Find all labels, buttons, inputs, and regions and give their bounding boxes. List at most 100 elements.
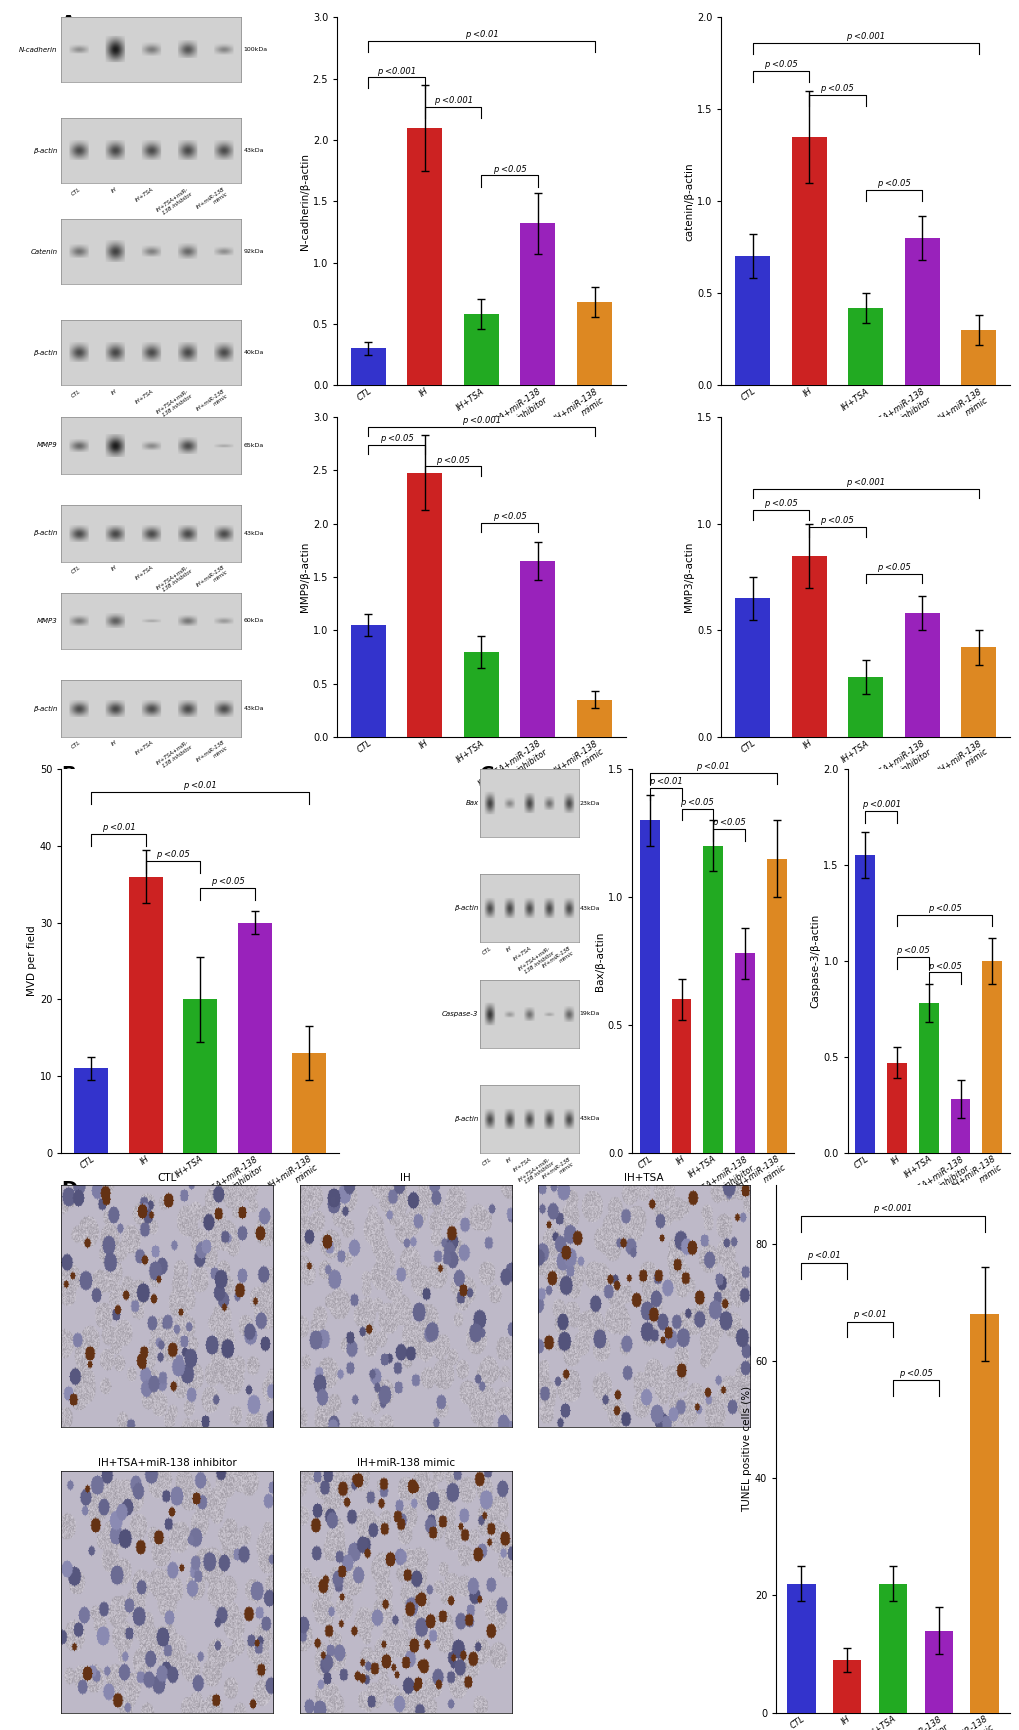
Y-axis label: MVD per field: MVD per field: [26, 926, 37, 996]
Text: 43kDa: 43kDa: [243, 531, 264, 536]
Text: p <0.001: p <0.001: [861, 801, 900, 810]
Text: IH+TSA+miR-
138 inhibitor: IH+TSA+miR- 138 inhibitor: [156, 187, 194, 218]
Text: p <0.05: p <0.05: [898, 1368, 932, 1377]
Text: D: D: [61, 1180, 77, 1199]
Text: N-cadherin: N-cadherin: [19, 47, 57, 54]
Text: IH+miR-138
mimic: IH+miR-138 mimic: [196, 740, 229, 768]
Bar: [351, 625, 385, 737]
Text: p <0.01: p <0.01: [102, 823, 136, 832]
Text: IH+TSA: IH+TSA: [133, 389, 154, 405]
Text: IH: IH: [504, 1156, 513, 1164]
Bar: [407, 472, 442, 737]
Text: IH: IH: [110, 740, 118, 747]
Text: p <0.01: p <0.01: [183, 782, 217, 791]
Text: IH: IH: [110, 187, 118, 194]
Bar: [887, 1062, 906, 1152]
Bar: [703, 846, 722, 1152]
Text: IH+TSA+miR-
138 inhibitor: IH+TSA+miR- 138 inhibitor: [156, 564, 194, 595]
Bar: [237, 922, 271, 1152]
Text: 60kDa: 60kDa: [243, 619, 263, 623]
Text: 43kDa: 43kDa: [579, 1116, 599, 1121]
Bar: [833, 1659, 861, 1713]
Text: IH+TSA+miR-
138 inhibitor: IH+TSA+miR- 138 inhibitor: [156, 389, 194, 419]
Y-axis label: TUNEL positive cells (%): TUNEL positive cells (%): [742, 1386, 751, 1512]
Bar: [520, 223, 555, 386]
Text: p <0.05: p <0.05: [711, 818, 745, 827]
Bar: [878, 1583, 906, 1713]
Text: β-actin: β-actin: [453, 1116, 478, 1123]
Text: 100kDa: 100kDa: [243, 47, 267, 52]
Text: IH+miR-138
mimic: IH+miR-138 mimic: [196, 564, 229, 592]
Bar: [639, 820, 659, 1152]
Bar: [464, 652, 498, 737]
Text: IH: IH: [110, 389, 118, 396]
Text: IH+TSA: IH+TSA: [512, 946, 532, 962]
Bar: [791, 137, 825, 386]
Text: p <0.01: p <0.01: [696, 761, 730, 772]
Title: IH+TSA: IH+TSA: [624, 1173, 663, 1183]
Text: CTL: CTL: [70, 389, 82, 398]
Bar: [464, 315, 498, 386]
Text: B: B: [61, 765, 75, 784]
Bar: [918, 1003, 937, 1152]
Text: IH+miR-138
mimic: IH+miR-138 mimic: [196, 187, 229, 215]
Text: 43kDa: 43kDa: [579, 907, 599, 910]
Text: IH+TSA: IH+TSA: [133, 740, 154, 756]
Y-axis label: MMP9/β-actin: MMP9/β-actin: [300, 541, 310, 612]
Bar: [969, 1313, 998, 1713]
Text: β-actin: β-actin: [34, 349, 57, 356]
Text: p <0.001: p <0.001: [872, 1204, 912, 1213]
Bar: [766, 858, 786, 1152]
Bar: [924, 1631, 952, 1713]
Bar: [577, 301, 611, 386]
Text: p <0.05: p <0.05: [763, 61, 797, 69]
Bar: [74, 1069, 108, 1152]
Bar: [407, 128, 442, 386]
Bar: [960, 330, 996, 386]
Text: p <0.001: p <0.001: [377, 66, 416, 76]
Y-axis label: N-cadherin/β-actin: N-cadherin/β-actin: [300, 152, 310, 249]
Text: p <0.001: p <0.001: [433, 95, 472, 106]
Text: p <0.05: p <0.05: [680, 798, 713, 806]
Text: 65kDa: 65kDa: [243, 443, 263, 448]
Bar: [351, 348, 385, 386]
Text: IH: IH: [504, 946, 513, 953]
Text: IH+TSA+miR-
138 inhibitor: IH+TSA+miR- 138 inhibitor: [518, 1156, 555, 1187]
Text: p <0.01: p <0.01: [853, 1310, 887, 1318]
Text: p <0.01: p <0.01: [648, 777, 682, 787]
Text: IH+TSA+miR-
138 inhibitor: IH+TSA+miR- 138 inhibitor: [518, 946, 555, 976]
Text: p <0.05: p <0.05: [492, 164, 526, 173]
Title: IH+miR-138 mimic: IH+miR-138 mimic: [357, 1458, 454, 1469]
Text: p <0.05: p <0.05: [492, 512, 526, 521]
Text: β-actin: β-actin: [34, 529, 57, 536]
Text: β-actin: β-actin: [34, 706, 57, 711]
Text: CTL: CTL: [481, 946, 492, 955]
Text: Caspase-3: Caspase-3: [441, 1010, 478, 1017]
Bar: [128, 877, 162, 1152]
Text: p <0.05: p <0.05: [927, 905, 961, 913]
Bar: [292, 1054, 326, 1152]
Text: p <0.01: p <0.01: [464, 29, 498, 38]
Bar: [520, 561, 555, 737]
Text: IH+TSA: IH+TSA: [133, 564, 154, 581]
Bar: [950, 1099, 969, 1152]
Text: MMP3: MMP3: [37, 618, 57, 625]
Text: 19kDa: 19kDa: [579, 1010, 599, 1016]
Text: A: A: [61, 14, 76, 33]
Bar: [847, 678, 882, 737]
Text: p <0.05: p <0.05: [156, 849, 190, 860]
Bar: [787, 1583, 815, 1713]
Text: p <0.05: p <0.05: [210, 877, 244, 886]
Text: p <0.05: p <0.05: [436, 455, 470, 465]
Text: p <0.001: p <0.001: [845, 477, 884, 488]
Bar: [904, 239, 938, 386]
Text: C: C: [480, 765, 494, 784]
Text: CTL: CTL: [70, 740, 82, 749]
Bar: [791, 555, 825, 737]
Text: p <0.05: p <0.05: [763, 500, 797, 509]
Text: Bax: Bax: [465, 799, 478, 806]
Y-axis label: Bax/β-actin: Bax/β-actin: [594, 931, 604, 991]
Bar: [981, 960, 1002, 1152]
Bar: [904, 614, 938, 737]
Y-axis label: Caspase-3/β-actin: Caspase-3/β-actin: [810, 913, 820, 1009]
